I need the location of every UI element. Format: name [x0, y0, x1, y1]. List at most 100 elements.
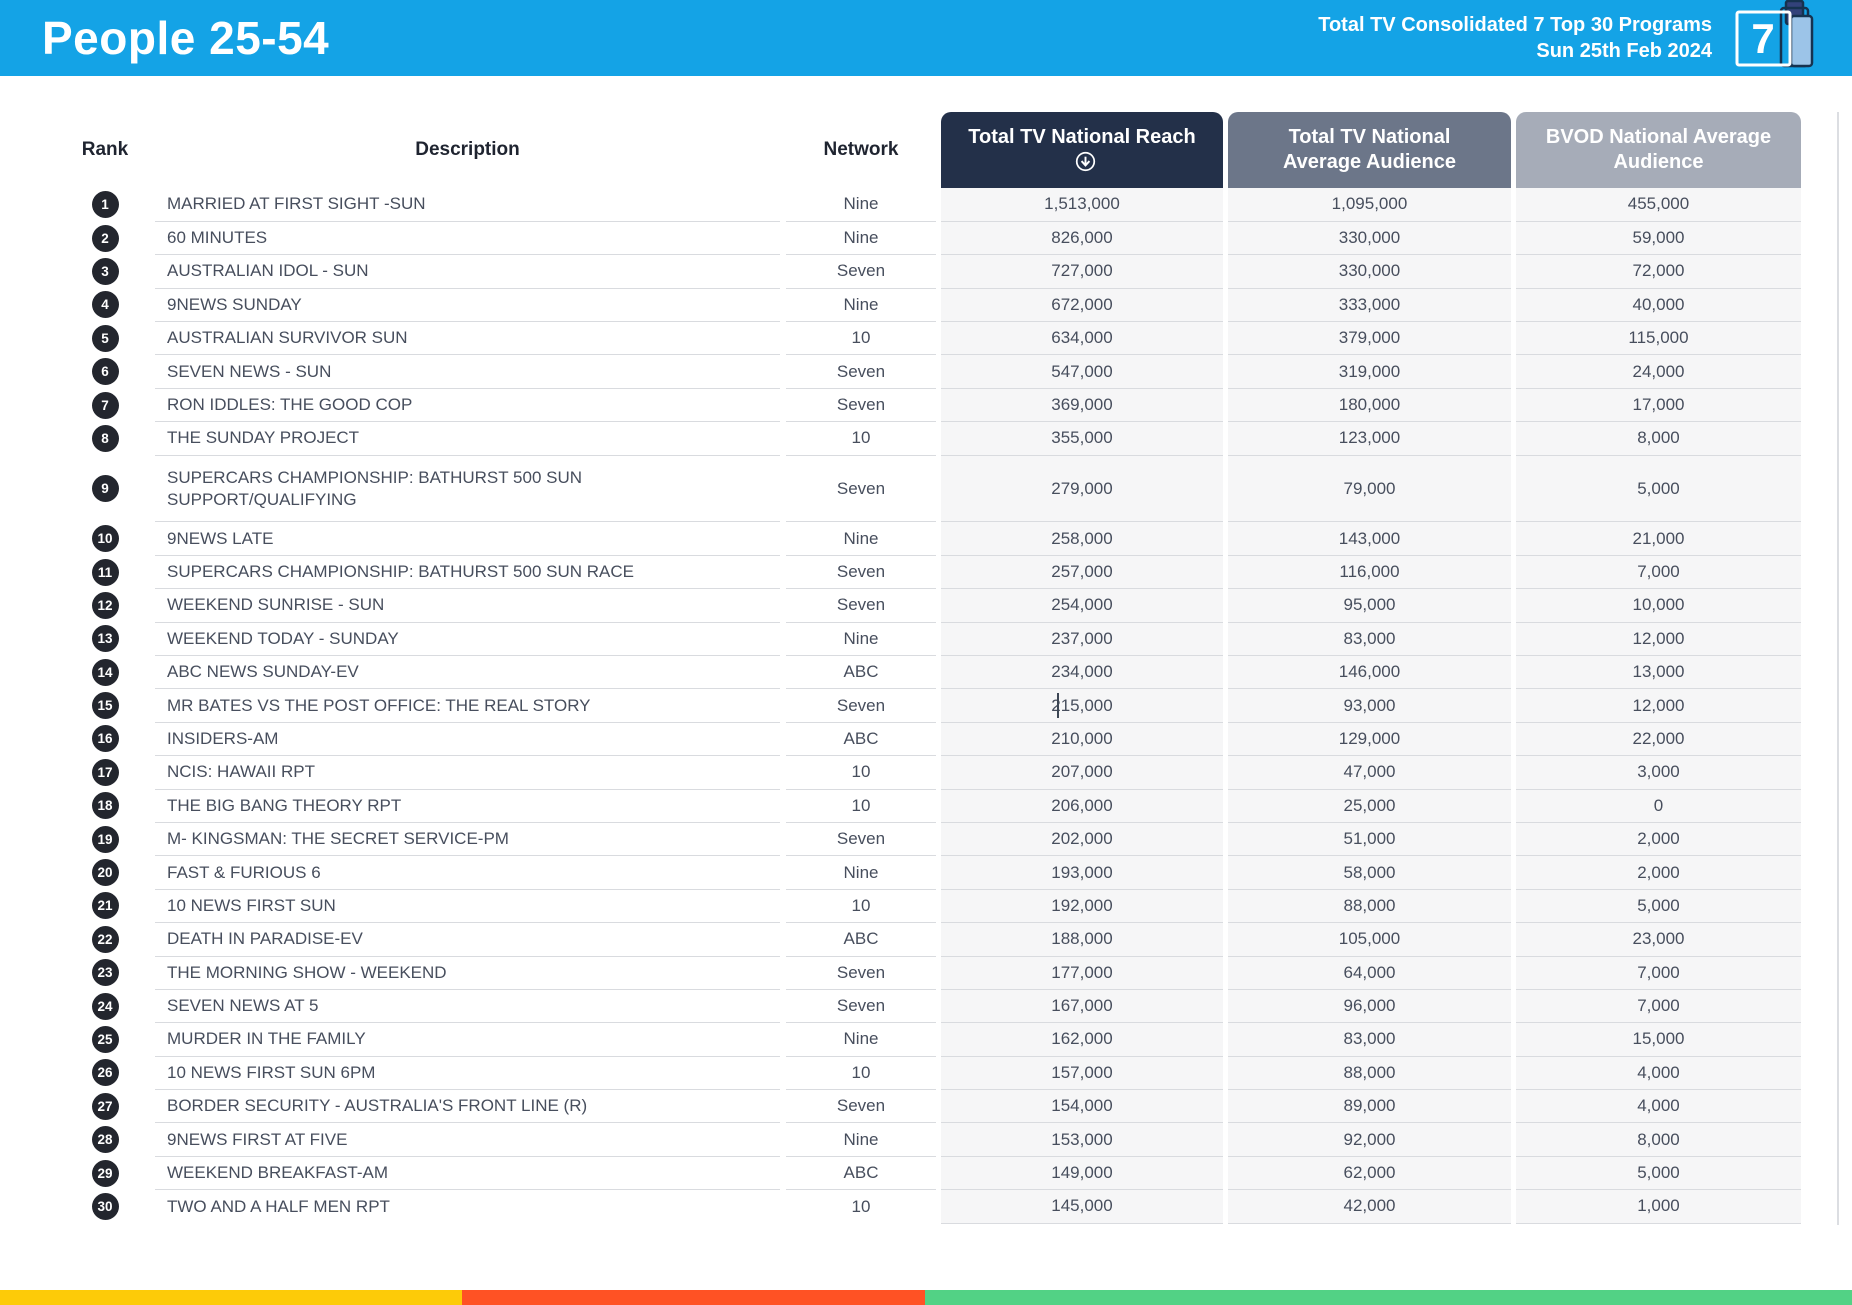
rank-badge: 8 [91, 424, 119, 452]
description-cell: MURDER IN THE FAMILY [155, 1022, 780, 1057]
table-row: 13 WEEKEND TODAY - SUNDAY Nine 237,000 8… [0, 622, 1852, 656]
table-row: 10 9NEWS LATE Nine 258,000 143,000 21,00… [0, 521, 1852, 556]
rank-badge: 26 [91, 1059, 119, 1087]
network-cell: Nine [786, 1022, 936, 1057]
rank-cell: 20 [55, 856, 155, 889]
description-cell: SUPERCARS CHAMPIONSHIP: BATHURST 500 SUN… [155, 555, 780, 590]
avg-audience-cell: 93,000 [1228, 688, 1511, 723]
description-cell: SEVEN NEWS - SUN [155, 354, 780, 389]
network-cell: 10 [786, 321, 936, 356]
table-row: 20 FAST & FURIOUS 6 Nine 193,000 58,000 … [0, 855, 1852, 890]
bvod-cell: 7,000 [1516, 555, 1801, 590]
rank-cell: 16 [55, 722, 155, 755]
bvod-cell: 24,000 [1516, 354, 1801, 389]
table-row: 2 60 MINUTES Nine 826,000 330,000 59,000 [0, 221, 1852, 256]
reach-cell: 207,000 [941, 755, 1223, 790]
reach-cell: 202,000 [941, 822, 1223, 857]
network-cell: Nine [786, 521, 936, 556]
bvod-cell: 72,000 [1516, 254, 1801, 289]
table-right-divider [1837, 112, 1839, 1225]
table-row: 4 9NEWS SUNDAY Nine 672,000 333,000 40,0… [0, 288, 1852, 323]
bvod-cell: 4,000 [1516, 1056, 1801, 1091]
table-row: 28 9NEWS FIRST AT FIVE Nine 153,000 92,0… [0, 1122, 1852, 1157]
avg-audience-cell: 88,000 [1228, 1056, 1511, 1091]
description-cell: WEEKEND TODAY - SUNDAY [155, 622, 780, 656]
rank-badge: 12 [91, 591, 119, 619]
avg-audience-cell: 330,000 [1228, 254, 1511, 289]
column-header-network: Network [823, 139, 899, 160]
avg-audience-cell: 25,000 [1228, 789, 1511, 823]
footer-segment-yellow [0, 1290, 462, 1305]
top30-table: Rank Description Network Total TV Nation… [0, 76, 1852, 1224]
reach-cell: 192,000 [941, 889, 1223, 924]
table-row: 26 10 NEWS FIRST SUN 6PM 10 157,000 88,0… [0, 1056, 1852, 1091]
network-cell: Seven [786, 688, 936, 723]
rank-cell: 10 [55, 522, 155, 555]
bvod-cell: 2,000 [1516, 855, 1801, 890]
bvod-cell: 115,000 [1516, 321, 1801, 356]
table-body: 1 MARRIED AT FIRST SIGHT -SUN Nine 1,513… [0, 188, 1852, 1224]
avg-audience-cell: 379,000 [1228, 321, 1511, 356]
avg-audience-cell: 146,000 [1228, 655, 1511, 690]
network-cell: Seven [786, 254, 936, 289]
description-cell: THE SUNDAY PROJECT [155, 421, 780, 456]
description-cell: TWO AND A HALF MEN RPT [167, 1196, 390, 1216]
column-header-bvod[interactable]: BVOD National Average Audience [1516, 112, 1801, 188]
bvod-cell: 1,000 [1516, 1189, 1801, 1224]
avg-audience-cell: 88,000 [1228, 889, 1511, 924]
network-cell: Seven [786, 588, 936, 623]
rank-cell: 9 [55, 455, 155, 522]
avg-audience-cell: 319,000 [1228, 354, 1511, 389]
table-row: 24 SEVEN NEWS AT 5 Seven 167,000 96,000 … [0, 989, 1852, 1024]
bvod-cell: 3,000 [1516, 755, 1801, 790]
description-cell: NCIS: HAWAII RPT [155, 755, 780, 790]
network-cell: Seven [786, 989, 936, 1024]
reach-cell: 257,000 [941, 555, 1223, 590]
column-header-reach-sort-button[interactable]: Total TV National Reach [941, 112, 1223, 188]
table-row: 22 DEATH IN PARADISE-EV ABC 188,000 105,… [0, 922, 1852, 957]
description-cell: SEVEN NEWS AT 5 [155, 989, 780, 1024]
network-cell: 10 [786, 889, 936, 924]
avg-audience-cell: 95,000 [1228, 588, 1511, 623]
table-header-row: Rank Description Network Total TV Nation… [0, 112, 1852, 188]
network-cell: Seven [786, 822, 936, 857]
description-cell: MR BATES VS THE POST OFFICE: THE REAL ST… [155, 688, 780, 723]
table-row: 21 10 NEWS FIRST SUN 10 192,000 88,000 5… [0, 889, 1852, 924]
network-cell: 10 [786, 421, 936, 456]
reach-cell: 215,000 [941, 688, 1223, 723]
table-row: 27 BORDER SECURITY - AUSTRALIA'S FRONT L… [0, 1089, 1852, 1124]
rank-badge: 5 [91, 324, 119, 352]
network-cell: Nine [786, 188, 936, 222]
rank-badge: 19 [91, 825, 119, 853]
rank-cell: 24 [55, 989, 155, 1022]
logo-number: 7 [1751, 15, 1774, 62]
avg-audience-cell: 79,000 [1228, 455, 1511, 523]
rank-cell: 4 [55, 288, 155, 321]
rank-cell: 27 [55, 1090, 155, 1123]
footer-segment-green [925, 1290, 1852, 1305]
description-cell: THE BIG BANG THEORY RPT [155, 789, 780, 823]
bvod-cell: 23,000 [1516, 922, 1801, 957]
column-header-avg-audience[interactable]: Total TV National Average Audience [1228, 112, 1511, 188]
rank-cell: 13 [55, 622, 155, 655]
reach-cell: 210,000 [941, 722, 1223, 757]
reach-cell: 279,000 [941, 455, 1223, 523]
reach-cell: 177,000 [941, 956, 1223, 990]
description-cell: 9NEWS FIRST AT FIVE [155, 1122, 780, 1157]
avg-audience-cell: 1,095,000 [1228, 188, 1511, 222]
rank-badge: 6 [91, 358, 119, 386]
description-cell: AUSTRALIAN IDOL - SUN [155, 254, 780, 289]
description-cell: DEATH IN PARADISE-EV [155, 922, 780, 957]
table-row: 7 RON IDDLES: THE GOOD COP Seven 369,000… [0, 388, 1852, 423]
rank-badge: 10 [91, 525, 119, 553]
bvod-cell: 10,000 [1516, 588, 1801, 623]
bvod-cell: 4,000 [1516, 1089, 1801, 1124]
table-row: 25 MURDER IN THE FAMILY Nine 162,000 83,… [0, 1022, 1852, 1057]
avg-audience-cell: 62,000 [1228, 1156, 1511, 1191]
avg-audience-cell: 89,000 [1228, 1089, 1511, 1124]
bvod-cell: 17,000 [1516, 388, 1801, 423]
bvod-cell: 59,000 [1516, 221, 1801, 256]
avg-audience-cell: 51,000 [1228, 822, 1511, 857]
rank-badge: 23 [91, 959, 119, 987]
reach-cell: 1,513,000 [941, 188, 1223, 222]
